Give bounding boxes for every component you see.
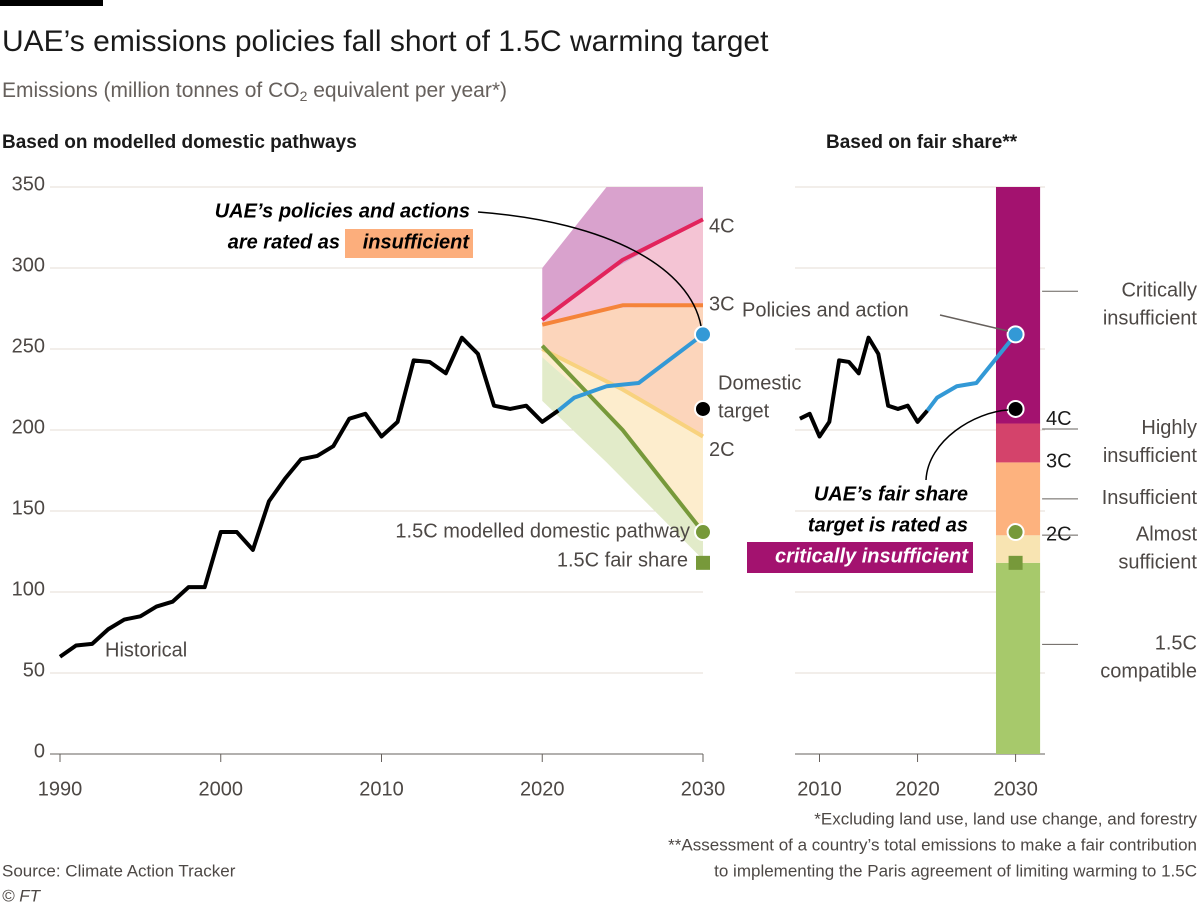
- series-line: [799, 335, 929, 439]
- y-tick-label: 200: [12, 416, 45, 438]
- segment-label: sufficient: [1118, 551, 1197, 573]
- y-tick-label: 100: [12, 578, 45, 600]
- x-tick-label: 2010: [359, 778, 404, 800]
- chart-title: UAE’s emissions policies fall short of 1…: [2, 25, 769, 58]
- bar-segment: [995, 462, 1041, 536]
- segment-label: Insufficient: [1102, 487, 1198, 509]
- line-label: 1.5C modelled domestic pathway: [395, 520, 690, 542]
- annotation: insufficient: [363, 231, 471, 253]
- marker: [694, 399, 712, 418]
- x-tick-label: 2030: [993, 778, 1038, 800]
- segment-label: Highly: [1141, 417, 1197, 439]
- band: [542, 187, 703, 320]
- series-line: [541, 303, 703, 327]
- segment-label: Almost: [1136, 523, 1198, 545]
- x-tick-label: 2030: [681, 778, 726, 800]
- segment-label: 1.5C: [1155, 633, 1197, 655]
- point-label: target: [718, 400, 770, 422]
- band: [542, 349, 703, 533]
- marker: [1008, 555, 1023, 570]
- y-tick-label: 0: [34, 740, 45, 762]
- y-tick-label: 150: [12, 497, 45, 519]
- annotation: are rated as: [228, 231, 340, 253]
- bar-segment: [995, 187, 1041, 424]
- bar-segment: [995, 562, 1041, 754]
- highlight: [345, 229, 473, 258]
- line-label: Historical: [105, 639, 187, 661]
- band: [542, 305, 703, 437]
- series-line: [541, 217, 704, 322]
- footnote: *Excluding land use, land use change, an…: [814, 809, 1197, 828]
- footnote: to implementing the Paris agreement of l…: [714, 861, 1197, 880]
- x-tick-label: 1990: [38, 778, 83, 800]
- y-tick-label: 250: [12, 335, 45, 357]
- y-tick-label: 300: [12, 254, 45, 276]
- marker: [694, 523, 712, 542]
- marker: [1006, 399, 1025, 418]
- subtitle: Emissions (million tonnes of CO2 equival…: [2, 79, 507, 104]
- annotation: critically insufficient: [775, 545, 969, 567]
- series-line: [540, 344, 705, 534]
- brand-bar: [0, 0, 103, 6]
- x-tick-label: 2000: [199, 778, 244, 800]
- subtitle-tail: equivalent per year*): [307, 79, 507, 102]
- annotation: UAE’s policies and actions: [215, 200, 470, 222]
- series-line: [541, 347, 705, 439]
- segment-label: compatible: [1100, 661, 1197, 683]
- leader: [925, 409, 1009, 481]
- x-tick-label: 2020: [895, 778, 940, 800]
- line-label: 3C: [709, 294, 735, 316]
- band: [542, 357, 703, 560]
- series-line: [58, 335, 560, 659]
- series-line: [925, 333, 1018, 412]
- segment-label: insufficient: [1103, 445, 1198, 467]
- x-tick-label: 2010: [797, 778, 842, 800]
- leader: [939, 314, 1009, 332]
- bar-segment: [995, 423, 1041, 463]
- credit: © FT: [2, 886, 42, 905]
- source: Source: Climate Action Tracker: [2, 861, 236, 880]
- marker: [1006, 523, 1025, 542]
- panel-title: Based on fair share**: [826, 132, 1018, 153]
- subtitle-text: Emissions (million tonnes of CO: [2, 79, 300, 102]
- y-tick-label: 50: [23, 659, 45, 681]
- line-label: Policies and action: [742, 299, 909, 321]
- marker: [1006, 325, 1025, 344]
- boundary-label: 3C: [1046, 451, 1072, 473]
- segment-label: insufficient: [1103, 308, 1198, 330]
- segment-label: Critically: [1121, 280, 1197, 302]
- footnote: **Assessment of a country’s total emissi…: [668, 835, 1197, 854]
- highlight: [747, 542, 973, 573]
- line-label: 4C: [709, 216, 735, 238]
- annotation: target is rated as: [808, 514, 968, 536]
- y-tick-label: 350: [12, 173, 45, 195]
- point-label: 1.5C fair share: [557, 549, 688, 571]
- line-label: 2C: [709, 439, 735, 461]
- x-tick-label: 2020: [520, 778, 565, 800]
- boundary-label: 4C: [1046, 408, 1072, 430]
- boundary-label: 2C: [1046, 524, 1072, 546]
- leader: [477, 211, 702, 327]
- panel-title: Based on modelled domestic pathways: [2, 132, 357, 153]
- marker: [694, 325, 712, 344]
- marker: [696, 555, 710, 570]
- annotation: UAE’s fair share: [814, 483, 968, 505]
- band: [542, 219, 703, 325]
- series-line: [557, 332, 705, 413]
- subtitle-sub: 2: [300, 88, 308, 104]
- point-label: Domestic: [718, 372, 801, 394]
